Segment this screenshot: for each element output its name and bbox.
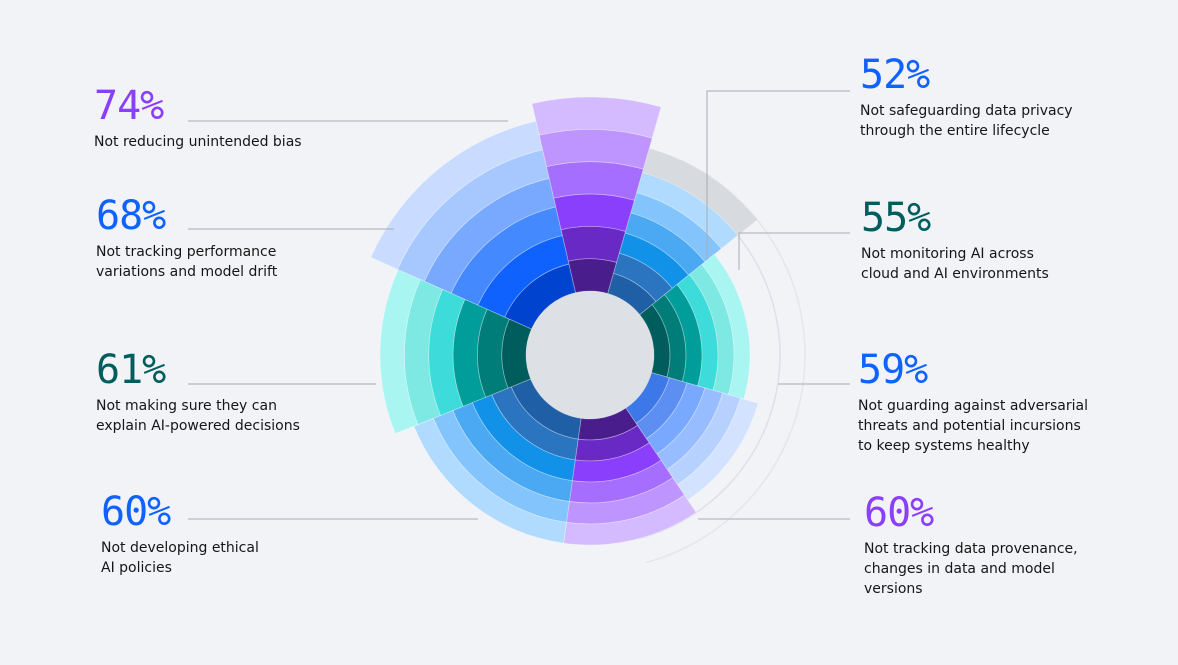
stat-label-line: explain AI-powered decisions xyxy=(96,418,300,434)
stat-5: 60% Not developing ethical AI policies xyxy=(101,492,351,578)
stat-label-line: AI policies xyxy=(101,560,172,576)
stat-7: 68% Not tracking performance variations an… xyxy=(96,196,346,282)
wedge-5-band-5 xyxy=(432,409,570,523)
stat-label: Not tracking performance variations and m… xyxy=(96,242,346,282)
wedge-4-band-3 xyxy=(571,442,662,483)
stat-label-line: Not tracking performance xyxy=(96,244,277,260)
stat-label-line: cloud and AI environments xyxy=(861,266,1049,282)
wedge-6-band-6 xyxy=(379,269,421,435)
wedge-2-band-2 xyxy=(651,294,687,382)
stat-value: 52% xyxy=(860,52,930,98)
stat-label-line: Not monitoring AI across xyxy=(861,246,1034,262)
stat-label-line: Not tracking data provenance, xyxy=(864,541,1078,557)
stat-1: 52% Not safeguarding data privacy through … xyxy=(860,55,1110,141)
stat-value: 60% xyxy=(101,489,171,535)
callout-line-1 xyxy=(706,90,850,260)
stat-label-line: Not guarding against adversarial xyxy=(858,398,1088,414)
wedge-1-band-6 xyxy=(636,171,739,250)
wedge-8-band-4 xyxy=(546,161,644,201)
wedge-6-band-2 xyxy=(476,308,510,398)
wedge-7-band-6 xyxy=(370,120,544,270)
stat-label-line: threats and potential incursions xyxy=(858,418,1081,434)
stat-value: 55% xyxy=(861,195,931,241)
stat-label: Not safeguarding data privacy through the… xyxy=(860,101,1110,141)
wedge-6-band-5 xyxy=(403,278,444,426)
stat-label-line: Not safeguarding data privacy xyxy=(860,103,1073,119)
stat-label-line: through the entire lifecycle xyxy=(860,123,1050,139)
chart-wedges xyxy=(370,96,759,546)
stat-label-line: changes in data and model versions xyxy=(864,561,1055,597)
wedge-2 xyxy=(639,253,751,400)
stat-label-line: Not making sure they can xyxy=(96,398,277,414)
stat-2: 55% Not monitoring AI across cloud and AI … xyxy=(861,198,1111,284)
stat-label: Not monitoring AI across cloud and AI env… xyxy=(861,244,1111,284)
wedge-7-band-3 xyxy=(450,206,563,306)
stat-8: 74% Not reducing unintended bias xyxy=(94,86,344,152)
wedge-3-band-6 xyxy=(676,397,759,501)
wedge-7-band-5 xyxy=(397,149,550,282)
stat-label: Not tracking data provenance, changes in … xyxy=(864,539,1114,599)
center-hub xyxy=(526,291,654,419)
wedge-5-band-2 xyxy=(491,386,579,461)
wedge-8-band-2 xyxy=(560,225,626,263)
wedge-3 xyxy=(625,372,759,501)
wedge-8 xyxy=(531,96,662,294)
stat-label-line: variations and model drift xyxy=(96,264,278,280)
stat-value: 59% xyxy=(858,347,928,393)
wedge-1 xyxy=(607,171,739,316)
stat-label-line: Not developing ethical xyxy=(101,540,259,556)
wedge-8-band-5 xyxy=(538,129,653,170)
wedge-2-band-3 xyxy=(664,283,703,387)
wedge-7-band-4 xyxy=(423,177,557,294)
callout-lines xyxy=(188,90,850,520)
wedge-5-band-6 xyxy=(413,417,567,544)
wedge-7 xyxy=(370,120,577,330)
wedge-4 xyxy=(563,407,697,546)
stat-label: Not guarding against adversarial threats … xyxy=(858,396,1108,456)
stat-label-line: Not reducing unintended bias xyxy=(94,134,302,150)
stat-label: Not developing ethical AI policies xyxy=(101,538,351,578)
stat-label: Not making sure they can explain AI-power… xyxy=(96,396,346,436)
wedge-5-band-4 xyxy=(452,402,573,503)
wedge-5 xyxy=(413,378,582,544)
wedge-1-band-2 xyxy=(612,252,673,303)
wedge-8-band-6 xyxy=(531,96,662,139)
wedge-6-band-4 xyxy=(428,288,466,416)
stat-value: 74% xyxy=(94,83,164,129)
callout-line-2 xyxy=(738,232,850,270)
stat-4: 60% Not tracking data provenance, changes … xyxy=(864,493,1114,599)
wedge-4-band-6 xyxy=(563,494,697,546)
wedge-8-band-3 xyxy=(553,193,635,232)
stat-3: 59% Not guarding against adversarial threa… xyxy=(858,350,1108,456)
wedge-6 xyxy=(379,269,533,435)
wedge-3-band-4 xyxy=(656,387,724,470)
stat-value: 61% xyxy=(96,347,166,393)
stat-label: Not reducing unintended bias xyxy=(94,132,344,152)
stat-value: 60% xyxy=(864,490,934,536)
stat-6: 61% Not making sure they can explain AI-po… xyxy=(96,350,346,436)
wedge-1-band-3 xyxy=(618,232,690,289)
wedge-5-band-3 xyxy=(471,394,576,482)
stat-value: 68% xyxy=(96,193,166,239)
stat-label-line: to keep systems healthy xyxy=(858,438,1030,454)
wedge-8-band-1 xyxy=(567,258,618,294)
wedge-3-band-5 xyxy=(666,392,741,486)
